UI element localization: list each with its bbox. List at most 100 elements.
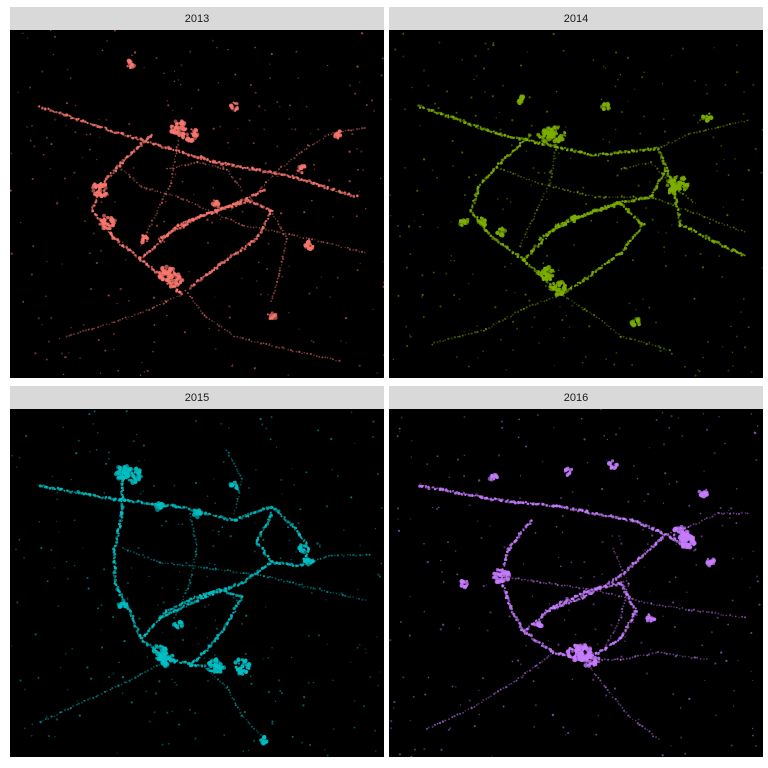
gps-point (689, 227, 693, 231)
gps-point (309, 586, 313, 589)
gps-point (213, 478, 215, 480)
gps-point (139, 637, 142, 640)
gps-point (652, 191, 655, 194)
gps-point (724, 442, 726, 445)
gps-points (389, 409, 761, 757)
gps-point (30, 273, 33, 276)
gps-point (356, 195, 359, 198)
gps-point (629, 196, 632, 199)
gps-point (335, 592, 338, 595)
gps-point (262, 528, 265, 531)
gps-point (250, 340, 253, 343)
gps-point (228, 331, 231, 334)
gps-point (214, 347, 217, 350)
gps-point (288, 160, 290, 163)
gps-point (436, 176, 439, 179)
gps-point (58, 531, 60, 533)
gps-point (650, 162, 652, 164)
gps-point (175, 152, 178, 155)
gps-point (64, 356, 67, 359)
gps-point (282, 173, 286, 177)
gps-point (358, 190, 361, 193)
gps-point (121, 158, 125, 162)
gps-point (285, 235, 287, 237)
gps-point (629, 166, 632, 168)
gps-point (478, 713, 481, 716)
gps-point (172, 169, 174, 172)
gps-point (364, 599, 367, 601)
gps-point (236, 669, 239, 672)
gps-point (477, 479, 481, 482)
gps-point (501, 319, 504, 322)
gps-point (302, 586, 304, 589)
gps-point (315, 287, 318, 289)
gps-point (459, 704, 462, 706)
gps-point (215, 199, 219, 204)
gps-point (174, 227, 178, 230)
gps-point (241, 210, 244, 213)
gps-point (82, 324, 85, 327)
gps-point (288, 265, 290, 267)
gps-point (561, 188, 564, 191)
gps-point (587, 275, 590, 278)
gps-point (358, 250, 361, 253)
gps-point (648, 447, 651, 449)
gps-point (499, 161, 503, 165)
gps-point (187, 584, 190, 587)
gps-point (421, 293, 424, 297)
gps-point (312, 181, 316, 185)
gps-point (277, 579, 280, 581)
gps-point (183, 660, 187, 664)
gps-point (278, 272, 281, 276)
gps-point (487, 498, 491, 501)
gps-point (560, 496, 563, 500)
gps-point (197, 204, 199, 206)
gps-point (228, 170, 230, 173)
gps-point (280, 578, 283, 581)
gps-point (545, 254, 548, 257)
gps-point (26, 37, 29, 39)
gps-point (234, 465, 237, 468)
gps-point (730, 744, 733, 747)
gps-point (155, 57, 158, 60)
gps-point (572, 214, 577, 219)
gps-point (565, 126, 567, 128)
gps-point (242, 750, 245, 753)
gps-point (120, 497, 123, 500)
gps-point (307, 682, 310, 684)
gps-point (204, 163, 207, 166)
gps-point (673, 625, 676, 629)
gps-point (130, 478, 133, 482)
gps-point (270, 311, 274, 315)
gps-point (300, 171, 304, 175)
gps-point (665, 166, 669, 170)
gps-point (534, 704, 537, 707)
gps-point (595, 316, 598, 319)
gps-point (517, 436, 520, 439)
gps-point (203, 664, 207, 668)
gps-point (224, 516, 227, 520)
gps-point (64, 356, 66, 359)
gps-point (150, 223, 154, 226)
gps-point (133, 624, 137, 628)
gps-point (707, 341, 709, 343)
gps-point (743, 298, 745, 300)
gps-point (163, 72, 165, 74)
gps-point (648, 181, 651, 183)
gps-point (231, 611, 235, 614)
gps-point (224, 328, 226, 331)
gps-point (630, 213, 633, 216)
gps-point (302, 540, 305, 543)
gps-point (256, 569, 260, 573)
gps-point (264, 564, 267, 568)
gps-point (122, 499, 125, 502)
gps-point (206, 157, 209, 160)
gps-point (426, 463, 429, 466)
gps-point (258, 105, 261, 108)
gps-point (129, 612, 132, 616)
gps-point (670, 415, 673, 418)
gps-point (176, 563, 179, 566)
gps-point (713, 47, 715, 49)
gps-point (656, 167, 659, 170)
gps-point (453, 260, 455, 262)
